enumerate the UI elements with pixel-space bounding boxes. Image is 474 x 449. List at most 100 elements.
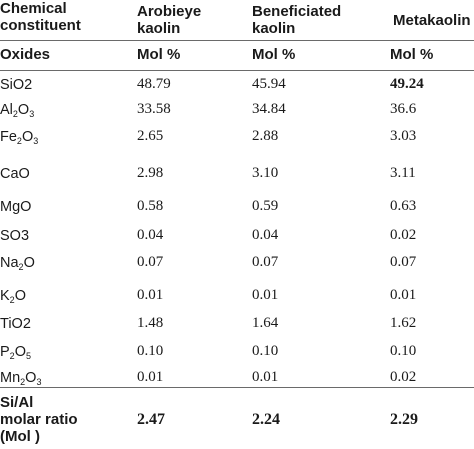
header-constituent-line1: Chemical [0, 0, 67, 17]
footer-label-line3: (Mol ) [0, 428, 40, 445]
header-beneficiated-line2: kaolin [252, 20, 296, 37]
value-metakaolin: 49.24 [390, 76, 424, 92]
value-arobieye: 0.10 [137, 343, 164, 359]
header-rule [0, 40, 474, 41]
value-arobieye: 2.98 [137, 165, 164, 181]
value-metakaolin: 3.03 [390, 128, 417, 144]
value-arobieye: 1.48 [137, 315, 164, 331]
value-beneficiated: 0.10 [252, 343, 279, 359]
oxide-part: 2 [22, 316, 31, 332]
oxide-formula: SiO2 [0, 77, 32, 94]
oxide-subscript: 3 [33, 136, 39, 146]
oxide-part: 3 [20, 228, 30, 244]
oxide-base: SO [0, 228, 21, 244]
oxide-base: TiO [0, 316, 23, 332]
header-arobieye-line2: kaolin [137, 20, 181, 37]
oxide-formula: P2O5 [0, 344, 31, 361]
oxide-part: O [14, 344, 26, 360]
header-beneficiated: Beneficiated kaolin [252, 3, 341, 37]
oxide-part: O [21, 129, 34, 145]
value-beneficiated: 1.64 [252, 315, 279, 331]
value-beneficiated: 34.84 [252, 101, 286, 117]
oxide-subscript: 2 [9, 295, 15, 305]
value-beneficiated: 0.01 [252, 369, 279, 385]
value-metakaolin: 0.02 [390, 369, 417, 385]
oxide-formula: K2O [0, 288, 26, 305]
oxide-subscript: 3 [29, 109, 35, 119]
value-arobieye: 0.04 [137, 227, 164, 243]
oxide-base: MgO [0, 199, 32, 215]
footer-label: Si/Al molar ratio (Mol ) [0, 394, 78, 445]
oxide-part: O [14, 288, 26, 304]
value-metakaolin: 3.11 [390, 165, 416, 181]
oxide-formula: MgO [0, 199, 31, 216]
header-constituent-line2: constituent [0, 17, 81, 34]
oxide-subscript: 2 [12, 109, 18, 119]
value-metakaolin: 0.01 [390, 287, 417, 303]
value-metakaolin: 1.62 [390, 315, 417, 331]
value-arobieye: 0.01 [137, 369, 164, 385]
oxide-subscript: 5 [25, 351, 31, 361]
oxide-subscript: 2 [9, 351, 15, 361]
oxide-part: 2 [24, 77, 33, 93]
value-beneficiated: 0.04 [252, 227, 279, 243]
value-arobieye: 48.79 [137, 76, 171, 92]
oxide-part: O [25, 370, 37, 386]
value-beneficiated: 0.59 [252, 198, 279, 214]
oxide-base: Na [0, 255, 19, 271]
value-metakaolin: 0.63 [390, 198, 417, 214]
oxide-part: O [17, 102, 30, 118]
value-arobieye: 0.01 [137, 287, 164, 303]
value-metakaolin: 0.10 [390, 343, 417, 359]
value-arobieye: 33.58 [137, 101, 171, 117]
oxide-base: Al [0, 102, 13, 118]
oxide-subscript: 3 [36, 377, 42, 387]
oxide-formula: Na2O [0, 255, 35, 272]
header-arobieye-line1: Arobieye [137, 3, 202, 20]
oxide-subscript: 2 [18, 262, 24, 272]
value-arobieye: 2.65 [137, 128, 164, 144]
oxide-subscript: 2 [16, 136, 22, 146]
header-constituent: Chemical constituent [0, 0, 81, 34]
footer-beneficiated: 2.24 [252, 411, 280, 428]
units-rule [0, 70, 474, 71]
oxide-base: P [0, 344, 10, 360]
footer-label-line1: Si/Al [0, 394, 34, 411]
oxide-base: CaO [0, 166, 30, 182]
value-arobieye: 0.07 [137, 254, 164, 270]
footer-metakaolin: 2.29 [390, 411, 418, 428]
header-arobieye: Arobieye kaolin [137, 3, 201, 37]
footer-rule [0, 387, 474, 388]
header-metakaolin-line1: Metakaolin [393, 12, 471, 29]
oxide-base: K [0, 288, 10, 304]
oxide-formula: TiO2 [0, 316, 31, 333]
oxide-formula: SO3 [0, 228, 29, 245]
value-beneficiated: 2.88 [252, 128, 279, 144]
value-beneficiated: 45.94 [252, 76, 286, 92]
units-metakaolin: Mol % [390, 46, 434, 63]
header-metakaolin: Metakaolin [393, 12, 471, 29]
oxide-formula: Mn2O3 [0, 370, 41, 387]
oxide-part: O [23, 255, 35, 271]
units-beneficiated: Mol % [252, 46, 296, 63]
footer-arobieye: 2.47 [137, 411, 165, 428]
oxide-base: SiO [0, 77, 25, 93]
oxide-subscript: 2 [20, 377, 26, 387]
value-arobieye: 0.58 [137, 198, 164, 214]
oxide-formula: Al2O3 [0, 102, 34, 119]
oxide-base: Mn [0, 370, 21, 386]
value-metakaolin: 36.6 [390, 101, 417, 117]
value-metakaolin: 0.02 [390, 227, 417, 243]
units-arobieye: Mol % [137, 46, 181, 63]
value-beneficiated: 0.01 [252, 287, 279, 303]
footer-label-line2: molar ratio [0, 411, 78, 428]
value-metakaolin: 0.07 [390, 254, 417, 270]
units-label: Oxides [0, 46, 51, 63]
oxide-formula: CaO [0, 166, 30, 183]
value-beneficiated: 3.10 [252, 165, 279, 181]
oxide-base: Fe [0, 129, 17, 145]
oxide-formula: Fe2O3 [0, 129, 38, 146]
header-beneficiated-line1: Beneficiated [252, 3, 342, 20]
value-beneficiated: 0.07 [252, 254, 279, 270]
